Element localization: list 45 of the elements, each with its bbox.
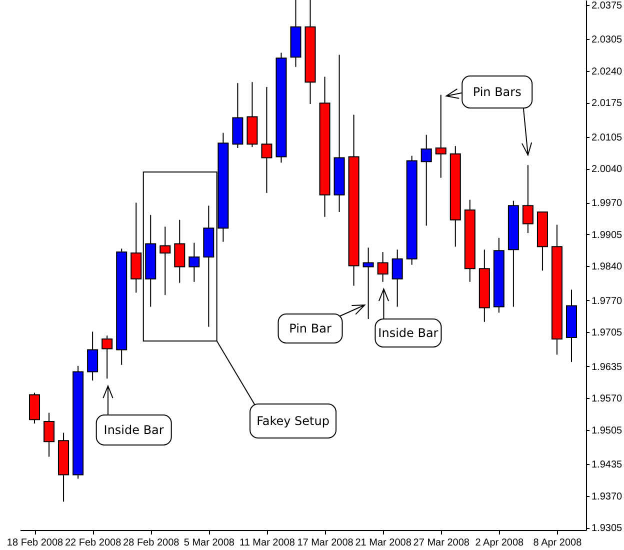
x-tick-label: 5 Mar 2008 — [184, 538, 235, 548]
y-tick-label: 1.9305 — [592, 523, 623, 534]
candlestick — [44, 412, 55, 458]
y-tick-label: 2.0040 — [592, 164, 623, 176]
candlestick — [174, 219, 186, 284]
candlestick — [188, 242, 200, 282]
annotation: Inside Bar — [104, 423, 164, 437]
candlestick — [522, 164, 534, 234]
x-tick-label: 21 Mar 2008 — [355, 538, 412, 548]
y-tick-label: 1.9905 — [592, 230, 623, 241]
y-tick-label: 2.0305 — [592, 34, 623, 46]
candlestick — [362, 247, 374, 320]
annotation: Fakey Setup — [256, 414, 330, 428]
y-tick-label: 1.9505 — [592, 425, 623, 436]
x-tick-label: 22 Feb 2008 — [64, 538, 122, 548]
candlestick — [420, 134, 432, 226]
annotation: Inside Bar — [378, 326, 438, 340]
y-tick-label: 1.9770 — [592, 296, 623, 307]
candlestick — [102, 335, 113, 380]
x-tick-label: 8 Apr 2008 — [533, 538, 582, 548]
y-tick-label: 1.9840 — [592, 262, 623, 273]
y-tick-label: 2.0375 — [592, 0, 623, 12]
x-tick-label: 28 Feb 2008 — [123, 538, 180, 548]
annotation: Pin Bars — [472, 85, 522, 99]
y-tick-label: 2.0175 — [592, 98, 623, 110]
x-tick-label: 18 Feb 2008 — [6, 538, 64, 548]
candlestick — [377, 252, 388, 282]
annotation: Pin Bar — [289, 322, 332, 336]
y-tick-label: 1.9635 — [592, 362, 623, 373]
candlestick — [392, 249, 403, 308]
x-tick-label: 2 Apr 2008 — [475, 538, 524, 548]
candlestick — [87, 331, 98, 382]
y-tick-label: 1.9705 — [592, 328, 623, 339]
candlestick — [435, 94, 446, 178]
y-tick-label: 1.9370 — [592, 491, 623, 502]
candlestick — [261, 86, 272, 194]
y-tick-label: 2.0105 — [592, 132, 623, 144]
y-tick-label: 1.9970 — [592, 198, 623, 210]
x-tick-label: 11 Mar 2008 — [240, 538, 296, 548]
y-tick-label: 2.0240 — [592, 66, 623, 78]
y-tick-label: 1.9570 — [592, 394, 623, 405]
x-tick-label: 27 Mar 2008 — [413, 538, 470, 548]
x-tick-label: 17 Mar 2008 — [297, 538, 354, 548]
y-tick-label: 1.9435 — [592, 460, 623, 471]
candlestick — [160, 226, 171, 296]
